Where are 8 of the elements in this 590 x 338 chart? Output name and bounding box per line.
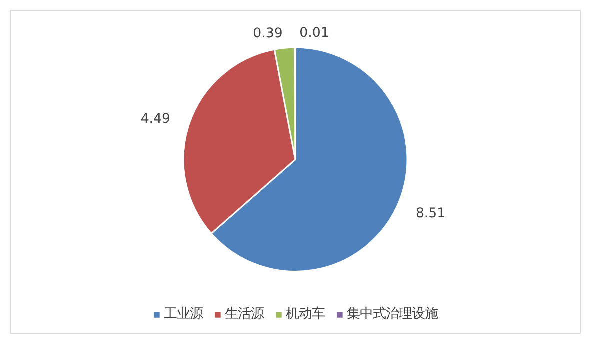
legend-label: 集中式治理设施: [347, 306, 438, 323]
data-label: 0.01: [300, 26, 330, 41]
legend-label: 工业源: [164, 306, 203, 323]
data-label: 8.51: [416, 206, 446, 222]
data-label: 4.49: [140, 112, 171, 128]
legend-label: 生活源: [225, 306, 264, 323]
legend-label: 机动车: [286, 306, 325, 323]
data-label: 0.39: [253, 26, 283, 42]
